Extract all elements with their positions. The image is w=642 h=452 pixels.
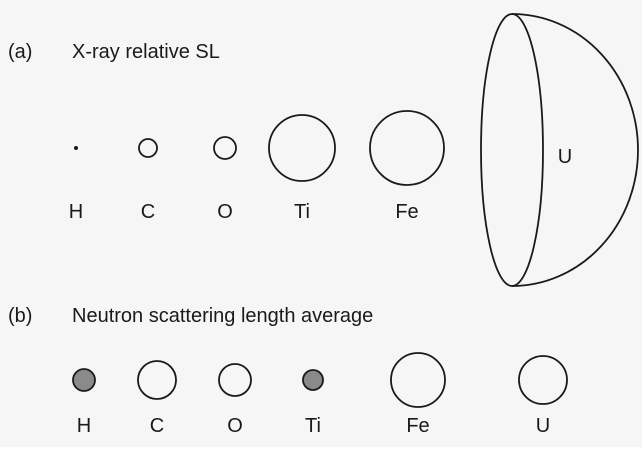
xray-circle-fe — [369, 110, 445, 186]
neutron-circle-o — [218, 363, 252, 397]
panel-a-title: X-ray relative SL — [72, 41, 220, 63]
xray-circle-ti — [268, 114, 336, 182]
neutron-circle-fe — [390, 352, 446, 408]
xray-label-c: C — [141, 201, 155, 223]
neutron-label-o: O — [227, 415, 243, 437]
xray-label-o: O — [217, 201, 233, 223]
neutron-label-c: C — [150, 415, 164, 437]
panel-b-label: (b) — [8, 305, 32, 327]
neutron-circle-ti — [302, 369, 324, 391]
xray-label-h: H — [69, 201, 83, 223]
xray-label-ti: Ti — [294, 201, 310, 223]
xray-circle-o — [213, 136, 237, 160]
neutron-label-fe: Fe — [406, 415, 429, 437]
neutron-label-u: U — [536, 415, 550, 437]
neutron-circle-c — [137, 360, 177, 400]
neutron-circle-h — [72, 368, 96, 392]
xray-label-u: U — [558, 146, 572, 168]
xray-hemisphere-u — [480, 13, 639, 287]
panel-a-circles — [74, 13, 639, 287]
neutron-label-h: H — [77, 415, 91, 437]
panel-a-label: (a) — [8, 41, 32, 63]
neutron-label-ti: Ti — [305, 415, 321, 437]
xray-label-fe: Fe — [395, 201, 418, 223]
panel-b-circles — [72, 352, 568, 408]
xray-circle-c — [138, 138, 158, 158]
neutron-circle-u — [518, 355, 568, 405]
panel-b-title: Neutron scattering length average — [72, 305, 373, 327]
xray-circle-h — [74, 146, 78, 150]
